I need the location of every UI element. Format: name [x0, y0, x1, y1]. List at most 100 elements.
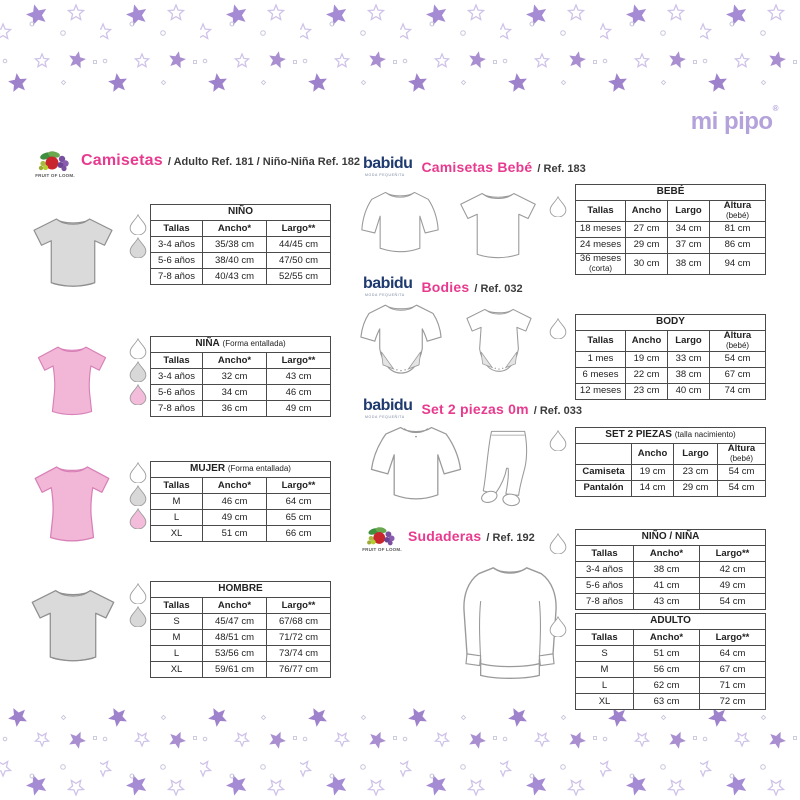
column-header: Largo**: [266, 597, 331, 614]
table-cell: 6 meses: [575, 366, 626, 384]
table-row: 3-4 años 35/38 cm 44/45 cm: [150, 236, 331, 253]
table-header-row: Tallas Ancho* Largo**: [150, 477, 331, 494]
table-row: 6 meses 22 cm 38 cm 67 cm: [575, 366, 766, 384]
table-row: M 46 cm 64 cm: [150, 493, 331, 510]
table-cell: 3-4 años: [150, 368, 203, 385]
table-row: 1 mes 19 cm 33 cm 54 cm: [575, 350, 766, 368]
fabric-color-drop-icon: [129, 237, 147, 258]
bodysuit-longsleeve-illustration: [360, 304, 442, 374]
table-row: M 56 cm 67 cm: [575, 661, 766, 678]
table-cell: 48/51 cm: [202, 629, 267, 646]
table-cell: 7-8 años: [150, 268, 203, 285]
table-header-row: Tallas Ancho Largo Altura (bebé): [575, 330, 766, 352]
size-table: BODY Tallas Ancho Largo Altura (bebé) 1 mes 19…: [575, 314, 766, 400]
table-cell: 22 cm: [625, 366, 668, 384]
table-row: S 45/47 cm 67/68 cm: [150, 613, 331, 630]
table-cell: 51 cm: [633, 645, 700, 662]
table-cell: 51 cm: [202, 525, 267, 542]
table-header-row: Tallas Ancho* Largo**: [575, 629, 766, 646]
column-header: Largo: [673, 443, 718, 465]
table-title-row: BEBÉ: [575, 184, 766, 201]
fabric-color-drop-icon: [129, 508, 147, 529]
table-cell: 46 cm: [266, 384, 331, 401]
section-camisetas-heading: FRUIT OF LOOM. Camisetas / Adulto Ref. 1…: [35, 150, 360, 178]
table-cell: 43 cm: [266, 368, 331, 385]
table-cell: 63 cm: [633, 693, 700, 710]
table-cell: 14 cm: [631, 479, 674, 497]
fabric-color-drop-icon: [129, 485, 147, 506]
table-cell: 5-6 años: [575, 577, 634, 594]
column-header: Largo**: [699, 629, 766, 646]
table-cell: 54 cm: [717, 463, 766, 481]
table-cell: 35/38 cm: [202, 236, 267, 253]
column-header: Tallas: [150, 477, 203, 494]
size-table: BEBÉ Tallas Ancho Largo Altura (bebé) 18 mese…: [575, 184, 766, 275]
babidu-logo: babidu MODA PEQUEÑITA: [363, 155, 413, 178]
registered-mark: ®: [772, 104, 779, 113]
table-cell: M: [575, 661, 634, 678]
table-cell: 38/40 cm: [202, 252, 267, 269]
column-header: Tallas: [150, 352, 203, 369]
baby-shortsleeve-shirt-illustration: [460, 192, 536, 259]
table-row: L 49 cm 65 cm: [150, 509, 331, 526]
set-pants-illustration: [481, 430, 528, 507]
table-title-row: ADULTO: [575, 613, 766, 630]
woman-tshirt-illustration: [34, 466, 110, 542]
table-cell: 3-4 años: [575, 561, 634, 578]
table-cell: M: [150, 629, 203, 646]
table-title-row: NIÑO / NIÑA: [575, 529, 766, 546]
table-cell: 30 cm: [625, 252, 668, 275]
fabric-color-drops: [549, 616, 567, 637]
table-nino-nina: NIÑO / NIÑA Tallas Ancho* Largo** 3-4 años 38…: [575, 529, 766, 610]
section-ref: / Ref. 033: [533, 404, 583, 417]
mipipo-logo: mi pipo®: [690, 104, 779, 135]
section-sudaderas-heading: FRUIT OF LOOM. Sudaderas / Ref. 192: [362, 526, 535, 552]
fruit-cluster-icon: [367, 527, 395, 546]
table-cell: 36 cm: [202, 400, 267, 417]
fabric-color-drop-icon: [129, 338, 147, 359]
table-row: 5-6 años 34 cm 46 cm: [150, 384, 331, 401]
table-cell: 76/77 cm: [266, 661, 331, 678]
table-cell: 23 cm: [673, 463, 718, 481]
table-cell: 42 cm: [699, 561, 766, 578]
babidu-logo: babidu MODA PEQUEÑITA: [363, 397, 413, 420]
table-cell: 54 cm: [699, 593, 766, 610]
fabric-color-drops: [129, 338, 147, 405]
table-cell: XL: [575, 693, 634, 710]
table-title-row: SET 2 PIEZAS (talla nacimiento): [575, 427, 766, 444]
table-cell: 72 cm: [699, 693, 766, 710]
table-cell: XL: [150, 525, 203, 542]
table-cell: 23 cm: [625, 382, 668, 400]
table-row: 24 meses 29 cm 37 cm 86 cm: [575, 236, 766, 254]
table-row: 7-8 años 36 cm 49 cm: [150, 400, 331, 417]
table-title: NIÑO: [150, 204, 331, 221]
size-table: MUJER (Forma entallada) Tallas Ancho* Largo…: [150, 461, 331, 542]
table-row: Pantalón 14 cm 29 cm 54 cm: [575, 479, 766, 497]
table-row: 5-6 años 41 cm 49 cm: [575, 577, 766, 594]
fabric-color-drops: [549, 196, 567, 217]
column-header: Largo**: [699, 545, 766, 562]
table-cell: S: [575, 645, 634, 662]
table-row: Camiseta 19 cm 23 cm 54 cm: [575, 463, 766, 481]
section-ref: / Ref. 032: [474, 282, 523, 295]
table-cell: 33 cm: [667, 350, 710, 368]
column-header: Ancho*: [202, 597, 267, 614]
size-table: NIÑA (Forma entallada) Tallas Ancho* Largo*…: [150, 336, 331, 417]
column-header: Largo: [667, 330, 710, 352]
table-title: NIÑA (Forma entallada): [150, 336, 331, 353]
table-row: 7-8 años 43 cm 54 cm: [575, 593, 766, 610]
table-cell: 71 cm: [699, 677, 766, 694]
column-header: Ancho*: [202, 352, 267, 369]
column-header: Tallas: [575, 629, 634, 646]
table-row: L 62 cm 71 cm: [575, 677, 766, 694]
fabric-color-drop-icon: [129, 606, 147, 627]
table-row: 7-8 años 40/43 cm 52/55 cm: [150, 268, 331, 285]
column-header: Altura (bebé): [709, 330, 766, 352]
table-cell: 65 cm: [266, 509, 331, 526]
table-cell: 71/72 cm: [266, 629, 331, 646]
size-table: NIÑO Tallas Ancho* Largo** 3-4 años 35/38 cm 4…: [150, 204, 331, 285]
fruit-logo-text: FRUIT OF LOOM.: [362, 547, 402, 552]
fabric-color-drops: [549, 318, 567, 339]
table-body: BODY Tallas Ancho Largo Altura (bebé) 1 mes 19…: [575, 314, 766, 400]
table-title: NIÑO / NIÑA: [575, 529, 766, 546]
